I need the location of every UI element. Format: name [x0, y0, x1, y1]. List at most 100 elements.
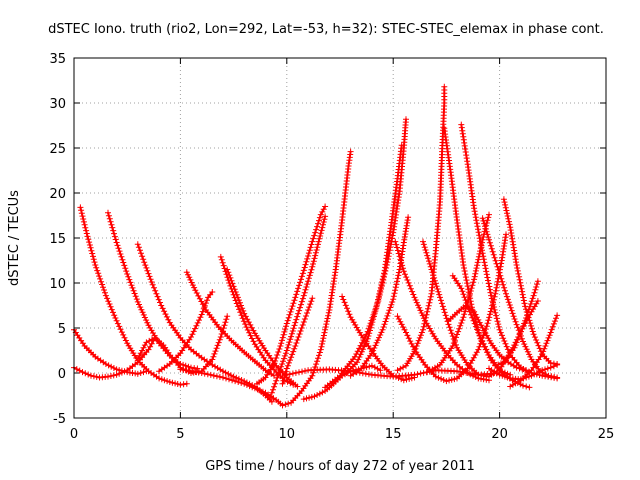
data-point [322, 203, 329, 210]
data-point [157, 299, 163, 306]
data-point [149, 281, 156, 288]
data-point [281, 374, 288, 381]
y-tick-label: 20 [49, 187, 66, 202]
data-point [229, 280, 236, 287]
y-tick-label: 10 [49, 277, 66, 292]
data-point [183, 380, 190, 387]
data-point [380, 273, 387, 280]
data-point [368, 321, 375, 328]
data-point [91, 259, 98, 266]
data-point [462, 308, 469, 315]
data-point [295, 334, 302, 340]
data-point [497, 329, 504, 336]
data-point [246, 329, 253, 336]
data-point [528, 298, 535, 305]
data-point [158, 376, 165, 383]
data-point [301, 316, 308, 322]
data-point [536, 368, 543, 375]
data-point [117, 326, 124, 333]
data-point [514, 265, 521, 271]
data-point [283, 365, 290, 372]
data-point [278, 340, 285, 347]
data-point [285, 341, 292, 348]
data-point [485, 214, 492, 221]
data-point [292, 319, 299, 326]
data-point [218, 256, 225, 263]
data-point [517, 279, 524, 286]
series-29 [500, 196, 561, 367]
data-point [116, 248, 123, 255]
data-point [189, 331, 196, 338]
data-point [542, 366, 548, 373]
data-point [488, 295, 495, 302]
data-point [305, 278, 312, 285]
series-6 [183, 269, 277, 379]
data-point [93, 373, 100, 380]
data-point [521, 300, 528, 307]
data-point [406, 375, 413, 382]
data-point [512, 318, 519, 325]
data-point [503, 290, 509, 297]
data-point [529, 328, 536, 335]
data-point [544, 337, 551, 344]
data-point [279, 361, 286, 367]
data-point [420, 326, 426, 333]
data-point [426, 368, 433, 375]
data-point [472, 323, 479, 330]
data-point [156, 375, 163, 382]
data-point [440, 377, 447, 383]
data-point [437, 294, 443, 301]
data-point [325, 312, 332, 319]
data-point [299, 322, 306, 328]
data-point [303, 395, 310, 402]
data-point [201, 370, 208, 377]
data-point [523, 346, 530, 353]
data-point [85, 371, 92, 378]
data-point [357, 351, 364, 358]
data-point [433, 283, 440, 290]
data-point [311, 232, 318, 239]
data-point [482, 265, 489, 272]
data-point [517, 328, 524, 335]
data-point [136, 301, 142, 308]
data-point [369, 319, 376, 326]
x-tick-label: 5 [176, 427, 184, 442]
data-point [285, 314, 292, 321]
data-point [102, 361, 109, 367]
data-point [513, 262, 520, 268]
data-point [310, 258, 317, 265]
data-point [447, 327, 454, 334]
data-point [232, 289, 239, 295]
data-point [108, 221, 115, 228]
data-point [112, 315, 119, 321]
data-point [500, 335, 507, 342]
data-point [394, 247, 401, 254]
data-point [211, 350, 218, 357]
data-point [280, 377, 287, 384]
data-point [513, 321, 520, 328]
data-point [309, 372, 316, 379]
data-point [529, 295, 536, 302]
data-point [511, 344, 518, 351]
data-point [83, 227, 90, 234]
data-point [391, 290, 398, 297]
data-point [210, 372, 217, 379]
data-point [154, 293, 161, 300]
data-point [100, 284, 106, 291]
data-point [198, 370, 205, 376]
data-point [242, 321, 249, 328]
data-point [458, 285, 465, 292]
data-point [384, 312, 391, 319]
data-point [226, 272, 233, 279]
grid-lines [74, 58, 606, 418]
data-point [271, 361, 277, 367]
data-point [284, 344, 291, 351]
data-point [420, 238, 426, 245]
data-point [523, 383, 530, 390]
data-point [272, 380, 279, 387]
data-point [107, 218, 114, 225]
data-point [469, 282, 476, 289]
data-point [300, 396, 307, 403]
data-point [235, 379, 242, 385]
data-point [183, 269, 190, 276]
